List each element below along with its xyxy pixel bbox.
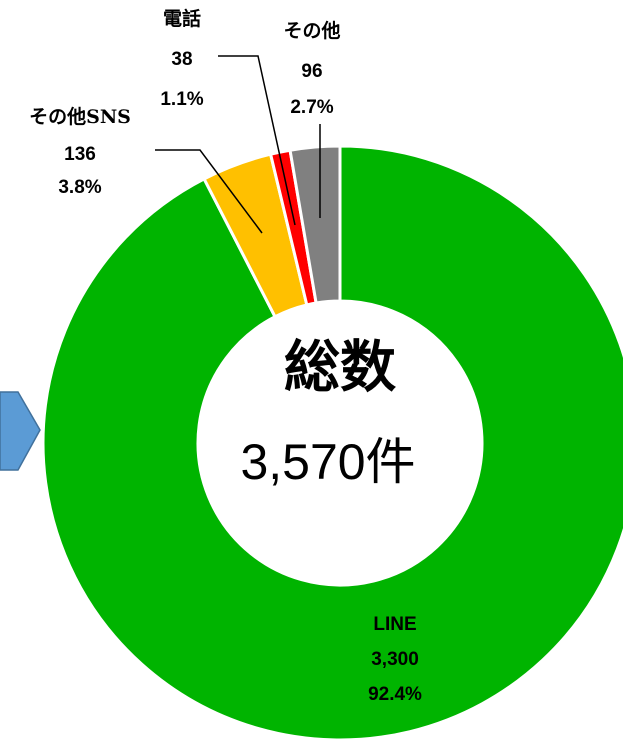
slice-name: 電話 — [163, 7, 201, 30]
value-label: 96 — [301, 61, 322, 82]
donut — [41, 144, 623, 742]
center-total: 3,570件 — [240, 434, 415, 490]
slice-name: その他SNS — [29, 105, 131, 128]
percentage-label: 3.8% — [58, 177, 101, 198]
donut-slice — [288, 144, 342, 305]
value-label: 38 — [171, 49, 192, 70]
leader-line — [155, 149, 263, 234]
percentage-label: 92.4% — [368, 684, 422, 705]
value-label: 136 — [64, 144, 96, 165]
percentage-label: 2.7% — [290, 97, 333, 118]
value-label: 3,300 — [371, 649, 419, 670]
percentage-label: 1.1% — [160, 89, 203, 110]
leader-line — [218, 55, 296, 226]
slice-name: LINE — [373, 614, 416, 635]
center-title: 総数 — [284, 335, 396, 401]
donut-slice — [41, 144, 623, 742]
slice-name: その他 — [283, 19, 340, 42]
arrow-shape — [0, 391, 41, 471]
